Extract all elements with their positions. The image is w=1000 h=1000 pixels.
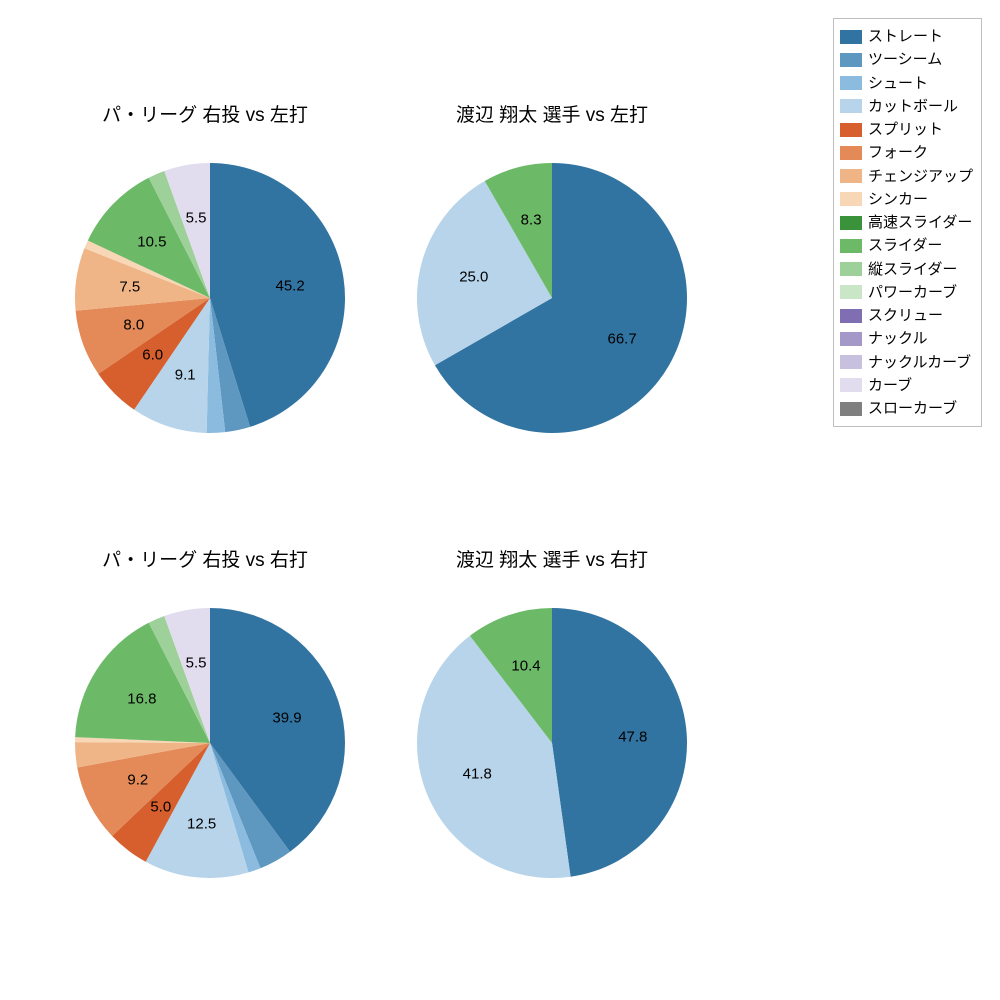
- legend-label: スローカーブ: [868, 397, 957, 420]
- pie-slice-label: 16.8: [127, 691, 156, 708]
- legend-item: スプリット: [840, 118, 973, 141]
- legend-swatch: [840, 123, 862, 137]
- pie-slice-label: 12.5: [187, 815, 216, 832]
- legend-swatch: [840, 169, 862, 183]
- legend-label: ストレート: [868, 25, 943, 48]
- pie-slice-label: 8.0: [123, 317, 144, 334]
- legend-item: スクリュー: [840, 304, 973, 327]
- legend-swatch: [840, 53, 862, 67]
- legend-item: ナックル: [840, 327, 973, 350]
- legend-label: シュート: [868, 72, 928, 95]
- pie-slice-label: 5.5: [186, 655, 207, 672]
- legend-label: ツーシーム: [868, 48, 942, 71]
- pie-slice-label: 45.2: [275, 277, 304, 294]
- legend-label: シンカー: [868, 188, 928, 211]
- pie-chart: 47.8 41.8 10.4: [413, 604, 691, 882]
- legend-label: カットボール: [868, 95, 958, 118]
- legend-item: スライダー: [840, 234, 973, 257]
- legend-item: シュート: [840, 72, 973, 95]
- pie-svg: [413, 159, 691, 437]
- legend-item: ツーシーム: [840, 48, 973, 71]
- legend-swatch: [840, 239, 862, 253]
- legend-swatch: [840, 309, 862, 323]
- legend-label: チェンジアップ: [868, 165, 973, 188]
- chart-title: 渡辺 翔太 選手 vs 左打: [402, 100, 702, 127]
- pie-slice-label: 39.9: [272, 709, 301, 726]
- legend-label: スライダー: [868, 234, 942, 257]
- legend-label: ナックルカーブ: [868, 351, 971, 374]
- pie-slice-label: 10.5: [137, 233, 166, 250]
- legend-label: ナックル: [868, 327, 928, 350]
- pie-svg: [71, 159, 349, 437]
- legend-label: カーブ: [868, 374, 912, 397]
- legend-item: スローカーブ: [840, 397, 973, 420]
- pie-slice-label: 8.3: [521, 211, 542, 228]
- legend-item: フォーク: [840, 141, 973, 164]
- legend-item: 縦スライダー: [840, 258, 973, 281]
- legend-item: 高速スライダー: [840, 211, 973, 234]
- legend-swatch: [840, 76, 862, 90]
- legend-label: スプリット: [868, 118, 943, 141]
- legend-label: スクリュー: [868, 304, 943, 327]
- pie-slice-label: 9.1: [175, 367, 196, 384]
- legend: ストレートツーシームシュートカットボールスプリットフォークチェンジアップシンカー…: [833, 18, 982, 427]
- pie-slice-label: 6.0: [142, 347, 163, 364]
- pie-slice-label: 7.5: [119, 278, 140, 295]
- legend-item: ストレート: [840, 25, 973, 48]
- legend-item: カーブ: [840, 374, 973, 397]
- legend-label: 縦スライダー: [868, 258, 957, 281]
- pie-svg: [413, 604, 691, 882]
- chart-title: 渡辺 翔太 選手 vs 右打: [402, 545, 702, 572]
- legend-label: パワーカーブ: [868, 281, 957, 304]
- pie-slice-label: 10.4: [511, 658, 540, 675]
- pie-chart: 45.2 9.1 6.0 8.0 7.5 10.5 5.5: [71, 159, 349, 437]
- pie-slice-label: 47.8: [618, 729, 647, 746]
- pie-slice-label: 41.8: [463, 766, 492, 783]
- legend-item: カットボール: [840, 95, 973, 118]
- legend-swatch: [840, 285, 862, 299]
- pie-slice-label: 5.5: [186, 210, 207, 227]
- pie-svg: [71, 604, 349, 882]
- pie-slice-label: 66.7: [607, 330, 636, 347]
- legend-item: シンカー: [840, 188, 973, 211]
- legend-swatch: [840, 99, 862, 113]
- legend-swatch: [840, 30, 862, 44]
- chart-title: パ・リーグ 右投 vs 左打: [55, 100, 355, 127]
- legend-swatch: [840, 355, 862, 369]
- legend-item: パワーカーブ: [840, 281, 973, 304]
- pie-slice-label: 9.2: [127, 771, 148, 788]
- legend-swatch: [840, 378, 862, 392]
- pie-chart: 66.7 25.0 8.3: [413, 159, 691, 437]
- legend-item: ナックルカーブ: [840, 351, 973, 374]
- legend-swatch: [840, 262, 862, 276]
- pie-slice-label: 25.0: [459, 268, 488, 285]
- legend-label: フォーク: [868, 141, 928, 164]
- legend-swatch: [840, 332, 862, 346]
- legend-swatch: [840, 216, 862, 230]
- pie-chart: 39.9 12.5 5.09.2 16.8 5.5: [71, 604, 349, 882]
- legend-swatch: [840, 146, 862, 160]
- legend-swatch: [840, 402, 862, 416]
- pie-slice-label: 5.0: [150, 799, 171, 816]
- chart-title: パ・リーグ 右投 vs 右打: [55, 545, 355, 572]
- figure: ストレートツーシームシュートカットボールスプリットフォークチェンジアップシンカー…: [0, 0, 1000, 1000]
- legend-swatch: [840, 192, 862, 206]
- legend-item: チェンジアップ: [840, 165, 973, 188]
- legend-label: 高速スライダー: [868, 211, 972, 234]
